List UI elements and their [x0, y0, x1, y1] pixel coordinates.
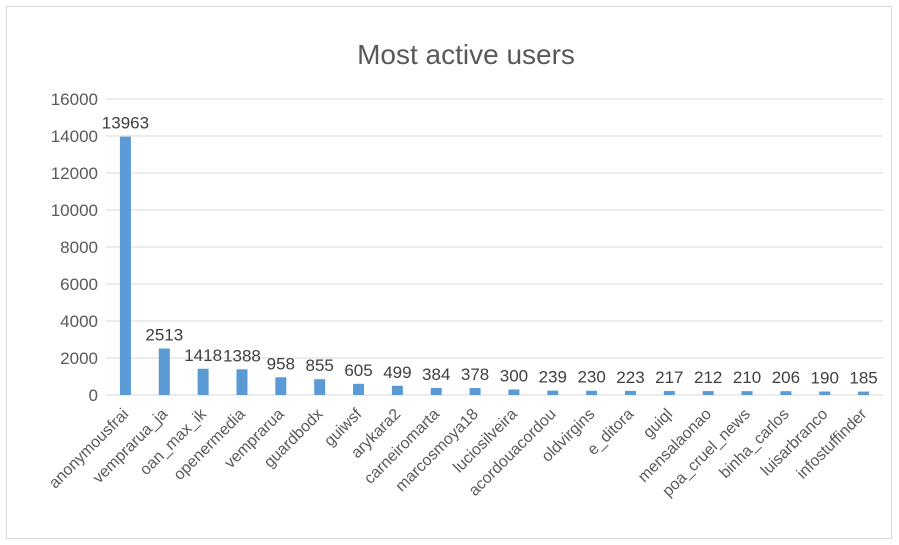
bar-acordouacordou	[547, 390, 559, 395]
category-label: guiql	[640, 406, 676, 442]
data-label: 1418	[184, 346, 222, 365]
bar-guiql	[663, 390, 675, 395]
data-label: 223	[616, 368, 644, 387]
x-axis-categories: anonymousfraivemprarua_jaoan_max_ikopene…	[46, 405, 871, 500]
data-label: 217	[655, 368, 683, 387]
bar-infostuffinder	[858, 391, 870, 395]
bars	[119, 136, 870, 395]
y-tick-label: 4000	[60, 312, 98, 331]
data-label: 230	[577, 368, 605, 387]
data-label: 13963	[102, 114, 149, 133]
data-label: 210	[733, 368, 761, 387]
data-label: 206	[772, 368, 800, 387]
bar-oldvirgins	[586, 390, 598, 395]
bar-carneiromarta	[430, 387, 442, 395]
bar-e_ditora	[624, 390, 636, 395]
bar-guiwsf	[353, 383, 365, 395]
bar-mensalaonao	[702, 391, 714, 395]
bar-chart: Most active users 0 2000 4000 6000 8000 10000…	[46, 39, 883, 500]
data-label: 958	[267, 354, 295, 373]
data-label: 300	[500, 366, 528, 385]
y-tick-label: 16000	[51, 90, 98, 109]
data-label: 190	[811, 368, 839, 387]
bar-vemprarua_ja	[158, 348, 170, 395]
y-tick-label: 10000	[51, 201, 98, 220]
y-tick-label: 8000	[60, 238, 98, 257]
y-tick-label: 14000	[51, 127, 98, 146]
data-label: 855	[305, 356, 333, 375]
bar-luisarbranco	[819, 391, 831, 395]
y-tick-label: 6000	[60, 275, 98, 294]
y-tick-label: 0	[89, 386, 98, 405]
y-tick-label: 2000	[60, 349, 98, 368]
y-tick-label: 12000	[51, 164, 98, 183]
data-label: 2513	[145, 326, 183, 345]
y-axis-ticks: 0 2000 4000 6000 8000 10000 12000 14000 16000	[51, 90, 98, 405]
data-label: 1388	[223, 346, 261, 365]
data-label: 212	[694, 368, 722, 387]
chart-title: Most active users	[357, 39, 575, 70]
gridlines	[106, 98, 883, 396]
bar-oan_max_ik	[197, 368, 209, 395]
data-label: 185	[849, 369, 877, 388]
bar-guardbodx	[314, 379, 326, 395]
bar-luciosilveira	[508, 389, 520, 395]
chart-area: Most active users 0 2000 4000 6000 8000 10000…	[6, 6, 892, 539]
data-label: 378	[461, 365, 489, 384]
bar-openermedia	[236, 369, 248, 395]
data-label: 384	[422, 365, 450, 384]
data-label: 605	[344, 361, 372, 380]
bar-binha_carlos	[780, 391, 792, 395]
bar-vemprarua	[275, 377, 287, 395]
bar-marcosmoya18	[469, 388, 481, 395]
data-label: 499	[383, 363, 411, 382]
data-label: 239	[539, 368, 567, 387]
bar-arykara2	[391, 385, 403, 395]
bar-poa_cruel_news	[741, 391, 753, 395]
bar-anonymousfrai	[119, 136, 131, 395]
